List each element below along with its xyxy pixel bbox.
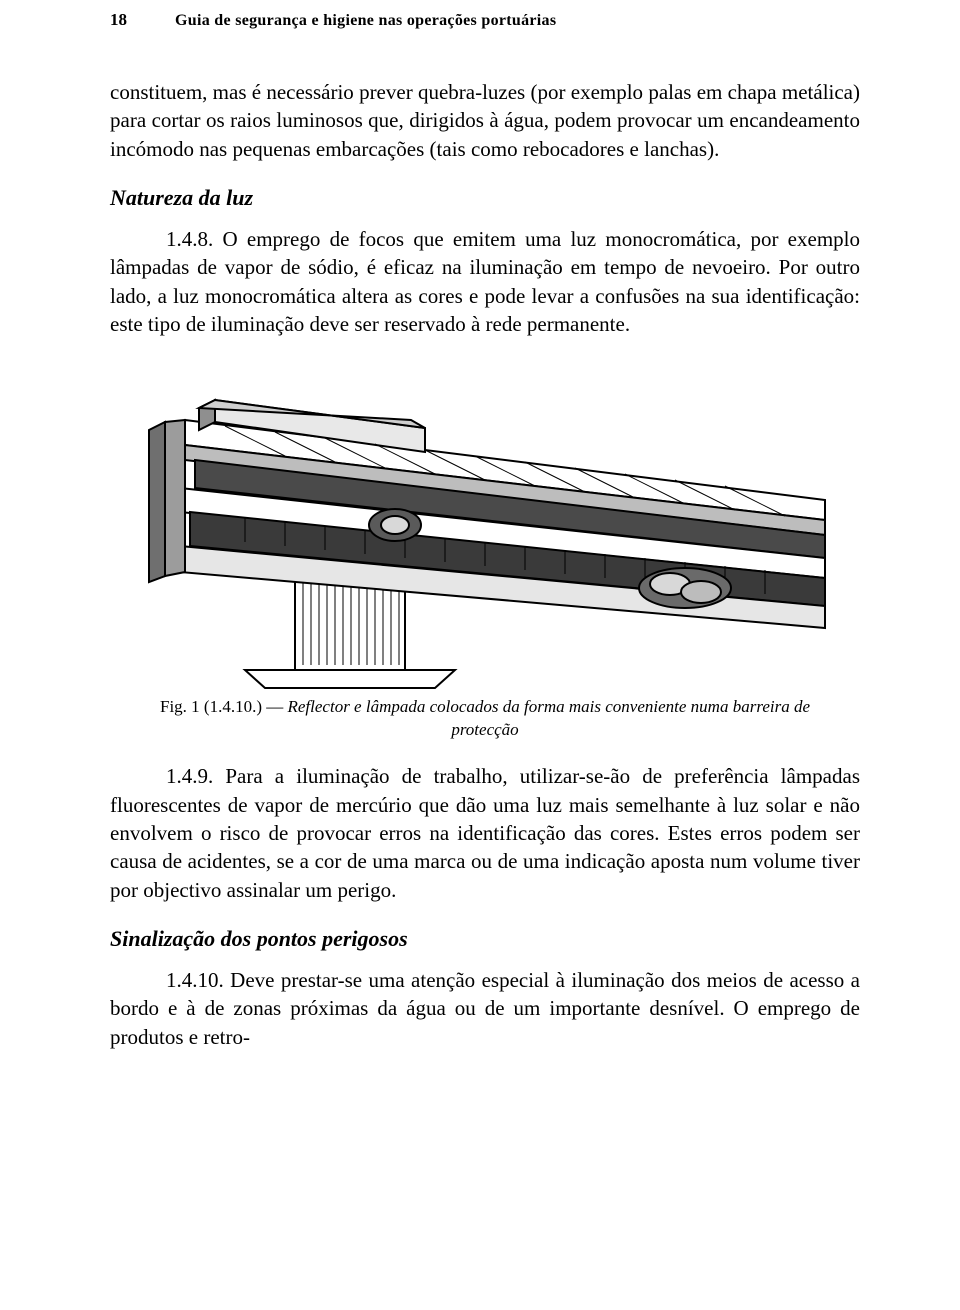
paragraph-1-4-8: 1.4.8. O emprego de focos que emitem uma… [110,225,860,338]
paragraph-1-4-10: 1.4.10. Deve prestar-se uma atenção espe… [110,966,860,1051]
figure-1-caption: Fig. 1 (1.4.10.) — Reflector e lâmpada c… [145,696,825,742]
paragraph-1-4-9: 1.4.9. Para a iluminação de trabalho, ut… [110,762,860,904]
paragraph-intro-continued: constituem, mas é necessário prever queb… [110,78,860,163]
document-page: 18 Guia de segurança e higiene nas opera… [0,0,960,1113]
figure-1: Fig. 1 (1.4.10.) — Reflector e lâmpada c… [110,360,860,742]
figure-caption-italic: Reflector e lâmpada colocados da forma m… [288,697,811,739]
reflector-barrier-illustration [125,360,845,690]
page-header: 18 Guia de segurança e higiene nas opera… [110,10,860,30]
heading-sinalizacao: Sinalização dos pontos perigosos [110,926,860,952]
running-title: Guia de segurança e higiene nas operaçõe… [175,12,556,30]
figure-caption-lead: Fig. 1 (1.4.10.) — [160,697,288,716]
heading-natureza-da-luz: Natureza da luz [110,185,860,211]
page-number: 18 [110,10,127,30]
